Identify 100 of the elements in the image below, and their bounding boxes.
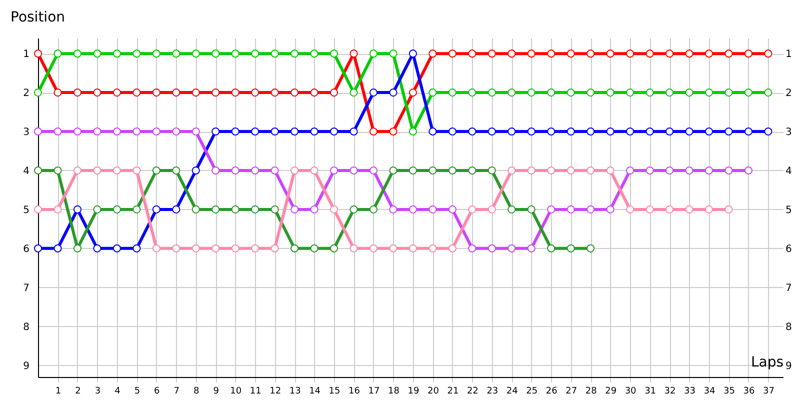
point: [152, 50, 160, 58]
point: [310, 88, 318, 97]
point: [508, 205, 516, 214]
point: [369, 127, 378, 136]
point: [488, 244, 496, 252]
point: [369, 166, 378, 175]
point: [192, 88, 200, 97]
point: [192, 127, 200, 136]
point: [270, 50, 279, 58]
point: [724, 205, 733, 214]
y2-tick-label: 6: [786, 244, 792, 255]
point: [547, 244, 556, 252]
point: [527, 166, 536, 175]
y-tick-label: 6: [23, 244, 30, 255]
x-tick-label: 23: [486, 386, 498, 396]
point: [508, 166, 516, 175]
point: [428, 205, 437, 214]
point: [290, 244, 299, 252]
point: [54, 166, 62, 175]
point: [547, 127, 556, 136]
x-tick-label: 19: [408, 386, 420, 396]
x-tick-label: 8: [194, 386, 200, 396]
point: [566, 50, 575, 58]
point: [389, 166, 398, 175]
x-tick-label: 28: [585, 386, 598, 396]
point: [369, 205, 378, 214]
point: [73, 244, 82, 252]
point: [547, 205, 556, 214]
point: [586, 205, 595, 214]
y-tick-label: 4: [23, 166, 30, 177]
x-tick-label: 7: [174, 386, 180, 396]
x-tick-label: 15: [328, 386, 340, 396]
x-tick-label: 22: [466, 386, 478, 396]
point: [172, 50, 180, 58]
point: [428, 244, 437, 252]
point: [152, 88, 160, 97]
point: [212, 166, 220, 175]
point: [527, 127, 536, 136]
point: [724, 127, 733, 136]
point: [508, 88, 516, 97]
point: [34, 88, 42, 97]
point: [330, 244, 338, 252]
point: [290, 127, 299, 136]
y-tick-label: 5: [23, 204, 30, 216]
point: [646, 50, 654, 58]
point: [192, 244, 200, 252]
point: [448, 166, 456, 175]
point: [586, 127, 595, 136]
point: [744, 127, 752, 136]
point: [330, 166, 338, 175]
point: [212, 88, 220, 97]
point: [606, 205, 614, 214]
point: [132, 205, 141, 214]
point: [408, 50, 418, 58]
point: [704, 88, 714, 97]
x-tick-label: 9: [213, 386, 220, 396]
point: [586, 166, 595, 175]
point: [428, 50, 437, 58]
x-tick-label: 30: [624, 386, 637, 396]
point: [488, 88, 496, 97]
point: [251, 88, 260, 97]
point: [547, 166, 556, 175]
point: [744, 50, 752, 58]
point: [93, 50, 102, 58]
point: [586, 50, 595, 58]
point: [152, 166, 160, 175]
point: [408, 205, 418, 214]
x-tick-label: 31: [644, 386, 656, 396]
point: [685, 205, 694, 214]
point: [93, 166, 102, 175]
point: [488, 166, 496, 175]
point: [488, 50, 496, 58]
point: [310, 166, 318, 175]
x-tick-label: 25: [526, 386, 538, 396]
x-tick-label: 24: [506, 386, 518, 396]
point: [468, 244, 476, 252]
point: [112, 244, 121, 252]
point: [626, 50, 634, 58]
point: [665, 127, 674, 136]
point: [646, 127, 654, 136]
point: [665, 88, 674, 97]
x-tick-label: 33: [684, 386, 696, 396]
x-tick-label: 17: [368, 386, 380, 396]
point: [231, 205, 240, 214]
point: [34, 166, 42, 175]
point: [389, 88, 398, 97]
point: [566, 127, 575, 136]
point: [172, 166, 180, 175]
y2-tick-label: 2: [786, 88, 792, 100]
point: [468, 50, 476, 58]
point: [212, 205, 220, 214]
point: [369, 244, 378, 252]
point: [73, 127, 82, 136]
point: [350, 127, 358, 136]
point: [34, 205, 42, 214]
point: [408, 88, 418, 97]
point: [310, 205, 318, 214]
x-tick-label: 35: [724, 386, 735, 396]
y-tick-label: 2: [23, 88, 30, 100]
point: [369, 88, 378, 97]
